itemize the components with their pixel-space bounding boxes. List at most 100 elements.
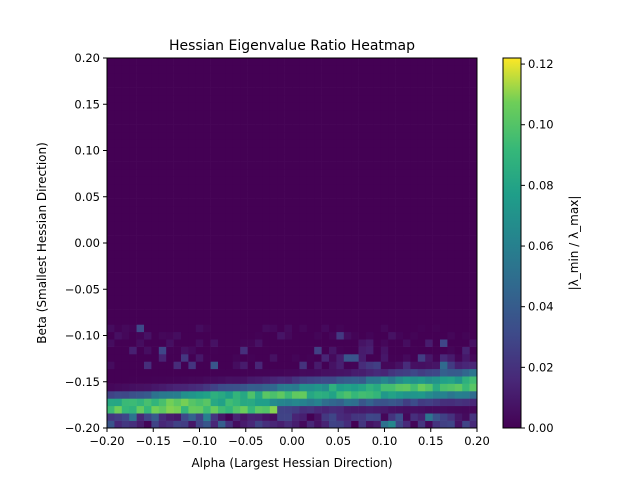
heatmap-cell (129, 302, 137, 310)
heatmap-cell (269, 80, 278, 88)
heatmap-cell (277, 95, 285, 103)
heatmap-cell (321, 154, 330, 162)
heatmap-cell (114, 346, 123, 355)
heatmap-cell (469, 139, 478, 148)
heatmap-cell (395, 161, 404, 170)
heatmap-cell (225, 65, 234, 74)
heatmap-cell (188, 117, 197, 125)
heatmap-cell (314, 361, 322, 370)
heatmap-cell (210, 161, 219, 170)
heatmap-cell (388, 383, 396, 392)
heatmap-cell (277, 280, 285, 288)
heatmap-cell (306, 413, 315, 421)
heatmap-cell (240, 154, 248, 162)
heatmap-cell (121, 287, 130, 296)
heatmap-cell (284, 117, 293, 125)
heatmap-cell (395, 183, 404, 192)
heatmap-cell (395, 65, 404, 74)
heatmap-cell (262, 235, 271, 244)
heatmap-cell (447, 339, 456, 347)
heatmap-cell (144, 132, 152, 140)
heatmap-cell (329, 368, 337, 377)
heatmap-cell (358, 294, 367, 303)
heatmap-cell (262, 302, 271, 310)
heatmap-cell (284, 243, 293, 251)
heatmap-cell (144, 124, 152, 133)
heatmap-cell (232, 331, 241, 340)
heatmap-cell (351, 109, 359, 118)
heatmap-cell (462, 58, 470, 66)
heatmap-cell (269, 361, 278, 370)
heatmap-cell (129, 87, 137, 96)
heatmap-cell (129, 191, 137, 199)
heatmap-cell (440, 317, 448, 325)
heatmap-cell (395, 146, 404, 155)
heatmap-cell (151, 65, 160, 74)
heatmap-cell (203, 280, 211, 288)
heatmap-cell (225, 146, 234, 155)
heatmap-cell (373, 87, 382, 96)
heatmap-cell (366, 302, 374, 310)
heatmap-cell (284, 398, 293, 407)
heatmap-cell (425, 420, 433, 429)
heatmap-cell (136, 302, 145, 310)
heatmap-cell (210, 383, 219, 392)
heatmap-cell (210, 183, 219, 192)
heatmap-cell (454, 124, 463, 133)
heatmap-cell (195, 65, 204, 74)
heatmap-cell (447, 383, 456, 392)
heatmap-cell (403, 72, 411, 81)
heatmap-cell (425, 139, 433, 148)
heatmap-cell (380, 58, 389, 66)
heatmap-cell (129, 294, 137, 303)
heatmap-cell (454, 65, 463, 74)
heatmap-cell (329, 124, 337, 133)
heatmap-cell (425, 391, 433, 399)
heatmap-cell (262, 309, 271, 318)
heatmap-cell (395, 220, 404, 229)
heatmap-cell (166, 139, 174, 148)
heatmap-cell (225, 58, 234, 66)
heatmap-cell (425, 102, 433, 111)
heatmap-cell (432, 331, 441, 340)
heatmap-cell (129, 398, 137, 407)
heatmap-cell (351, 391, 359, 399)
heatmap-cell (388, 169, 396, 177)
heatmap-cell (210, 95, 219, 103)
heatmap-cell (306, 339, 315, 347)
heatmap-cell (299, 265, 308, 273)
heatmap-cell (121, 80, 130, 88)
heatmap-cell (388, 339, 396, 347)
heatmap-cell (173, 309, 182, 318)
heatmap-cell (188, 154, 197, 162)
heatmap-cell (166, 87, 174, 96)
heatmap-cell (173, 95, 182, 103)
heatmap-cell (136, 250, 145, 259)
heatmap-cell (144, 413, 152, 421)
heatmap-cell (440, 206, 448, 214)
heatmap-cell (432, 280, 441, 288)
heatmap-cell (425, 294, 433, 303)
heatmap-cell (262, 413, 271, 421)
heatmap-cell (181, 309, 189, 318)
heatmap-cell (203, 95, 211, 103)
heatmap-cell (166, 265, 174, 273)
heatmap-cell (314, 243, 322, 251)
heatmap-cell (181, 58, 189, 66)
heatmap-cell (366, 146, 374, 155)
heatmap-cell (358, 191, 367, 199)
heatmap-cell (469, 272, 478, 281)
heatmap-cell (188, 398, 197, 407)
heatmap-cell (136, 324, 145, 333)
heatmap-cell (240, 191, 248, 199)
heatmap-cell (173, 324, 182, 333)
heatmap-cell (417, 154, 426, 162)
heatmap-cell (188, 206, 197, 214)
heatmap-cell (166, 354, 174, 362)
heatmap-cell (469, 287, 478, 296)
heatmap-cell (121, 65, 130, 74)
heatmap-cell (395, 124, 404, 133)
heatmap-cell (454, 80, 463, 88)
heatmap-cell (277, 146, 285, 155)
heatmap-cell (329, 176, 337, 185)
